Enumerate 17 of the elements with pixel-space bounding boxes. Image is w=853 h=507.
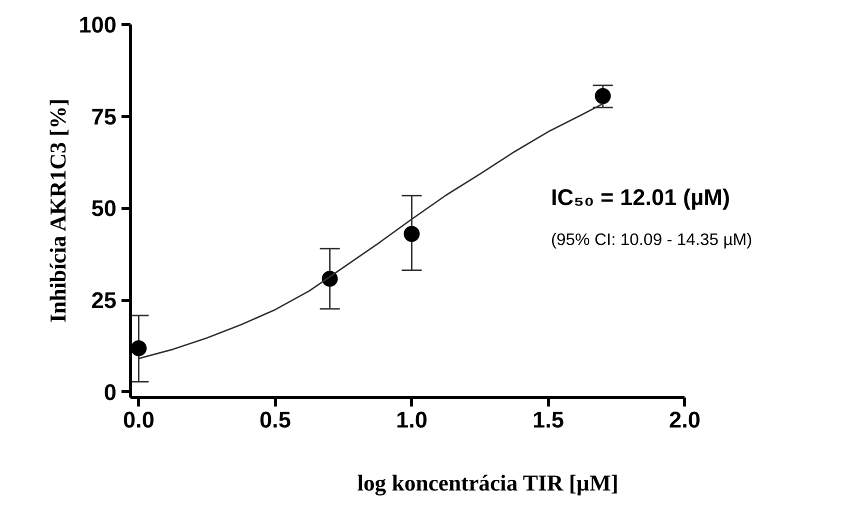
annotation: (95% CI: 10.09 - 14.35 µM) <box>550 230 752 249</box>
y-tick-label: 75 <box>91 103 116 130</box>
x-tick-label: 0.5 <box>259 406 291 432</box>
point <box>130 340 147 356</box>
x-tick-label: 1.5 <box>532 406 564 432</box>
x-tick-label: 2.0 <box>669 406 701 432</box>
x-tick-label: 1.0 <box>396 406 428 432</box>
y-tick-label: 0 <box>104 378 117 405</box>
point <box>594 88 611 104</box>
y-tick-label: 100 <box>78 11 117 38</box>
x-axis-title: log koncentrácia TIR [µM] <box>357 470 618 496</box>
point <box>404 226 420 242</box>
annotation: IC₅₀ = 12.01 (µM) <box>550 184 730 210</box>
y-tick-label: 50 <box>91 195 116 222</box>
y-axis-title: Inhibícia AKR1C3 [%] <box>46 98 71 323</box>
y-tick-label: 25 <box>91 287 116 314</box>
x-tick-label: 0.0 <box>122 406 154 432</box>
